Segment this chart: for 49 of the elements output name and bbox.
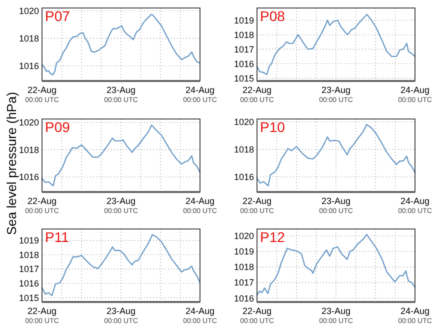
y-tick-label: 1016 [234, 293, 254, 304]
y-tick-label: 1020 [18, 6, 39, 16]
y-tick-label: 1016 [234, 172, 254, 182]
y-tick-label: 1016 [18, 278, 39, 289]
y-tick-label: 1017 [234, 278, 254, 288]
chart-title: P11 [45, 229, 70, 245]
x-tick-label: 22-Aug 00:00 UTC [25, 306, 59, 325]
x-tick-label: 23-Aug 00:00 UTC [104, 306, 138, 325]
x-tick-label: 24-Aug 00:00 UTC [183, 196, 217, 215]
x-tick-label: 22-Aug 00:00 UTC [240, 85, 274, 104]
y-tick-label: 1018 [18, 33, 39, 44]
x-tick-label: 24-Aug 00:00 UTC [183, 85, 217, 104]
x-tick-label: 23-Aug 00:00 UTC [104, 196, 138, 215]
x-tick-label: 24-Aug 00:00 UTC [398, 85, 432, 104]
y-tick-label: 1016 [234, 58, 254, 69]
y-tick-label: 1020 [234, 231, 254, 242]
y-tick-label: 1015 [234, 73, 254, 84]
y-tick-label: 1018 [18, 250, 39, 260]
y-tick-label: 1016 [18, 61, 39, 71]
x-tick-label: 22-Aug 00:00 UTC [240, 306, 274, 325]
y-tick-label: 1017 [234, 44, 254, 54]
y-tick-label: 1019 [18, 236, 39, 246]
y-tick-label: 1020 [18, 118, 39, 128]
y-tick-label: 1018 [18, 144, 39, 155]
chart-title: P09 [45, 119, 70, 135]
x-tick-label: 23-Aug 00:00 UTC [319, 306, 353, 325]
y-tick-label: 1019 [234, 246, 254, 257]
y-tick-label: 1016 [18, 172, 39, 182]
y-tick-label: 1018 [234, 144, 254, 154]
x-tick-label: 22-Aug 00:00 UTC [240, 196, 274, 215]
chart-title: P10 [260, 119, 286, 135]
x-tick-label: 24-Aug 00:00 UTC [183, 306, 217, 325]
x-tick-label: 24-Aug 00:00 UTC [398, 196, 432, 215]
x-tick-label: 24-Aug 00:00 UTC [398, 306, 432, 325]
chart-title: P12 [260, 229, 286, 245]
chart-title: P07 [45, 8, 70, 24]
y-tick-label: 1020 [234, 116, 254, 127]
y-tick-label: 1018 [234, 262, 254, 272]
y-tick-label: 1017 [18, 264, 39, 274]
x-tick-label: 22-Aug 00:00 UTC [25, 196, 59, 215]
x-tick-label: 22-Aug 00:00 UTC [25, 85, 59, 104]
y-tick-label: 1018 [234, 30, 254, 40]
x-tick-label: 23-Aug 00:00 UTC [319, 85, 353, 104]
y-tick-label: 1015 [18, 292, 39, 303]
y-tick-label: 1019 [234, 15, 254, 26]
chart-title: P08 [260, 8, 286, 24]
x-tick-label: 23-Aug 00:00 UTC [104, 85, 138, 104]
x-tick-label: 23-Aug 00:00 UTC [319, 196, 353, 215]
y-axis-title: Sea level pressure (hPa) [4, 92, 19, 236]
